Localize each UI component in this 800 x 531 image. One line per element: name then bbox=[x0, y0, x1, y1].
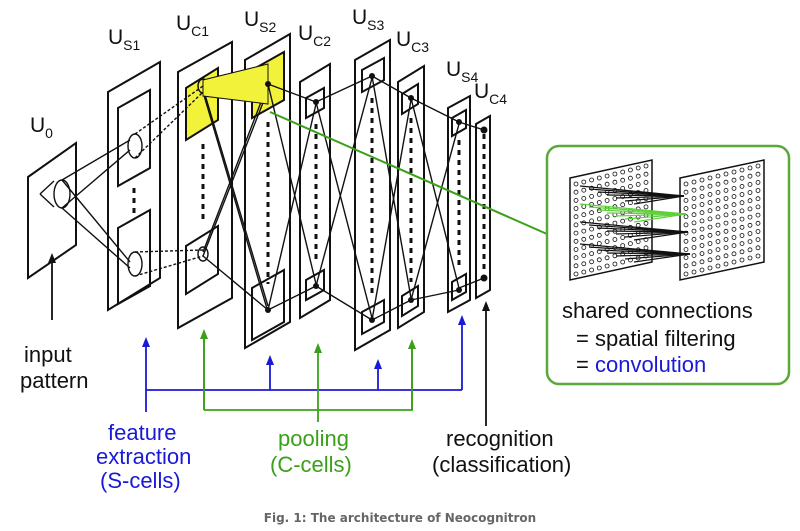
layer-label-uc1-sub: C1 bbox=[191, 23, 209, 39]
svg-text:US2: US2 bbox=[244, 8, 277, 35]
layer-label-us3-sub: S3 bbox=[367, 17, 384, 33]
svg-text:U0: U0 bbox=[30, 114, 53, 141]
layer-label-uc2-sub: C2 bbox=[313, 33, 331, 49]
svg-text:US3: US3 bbox=[352, 6, 385, 33]
feature-label-line-3: (S-cells) bbox=[100, 468, 181, 493]
input-label-line-1: input bbox=[24, 342, 72, 367]
layer-labels: U0 US1 UC1 US2 UC2 US3 UC3 US4 UC4 bbox=[30, 6, 507, 141]
inset-grid-dots bbox=[573, 163, 761, 277]
plane-u0 bbox=[27, 141, 77, 280]
inset-line-2: = spatial filtering bbox=[576, 326, 736, 351]
unit-dots bbox=[265, 73, 488, 323]
bottom-labels: input pattern feature extraction (S-cell… bbox=[20, 342, 571, 493]
layer-label-us2-sub: S2 bbox=[259, 19, 276, 35]
svg-text:UC1: UC1 bbox=[176, 12, 209, 39]
layer-label-us1-sub: S1 bbox=[123, 37, 140, 53]
inset-line-1: shared connections bbox=[562, 298, 753, 323]
plane-separators bbox=[132, 98, 486, 296]
recognition-label-line-1: recognition bbox=[446, 426, 554, 451]
svg-text:US4: US4 bbox=[446, 58, 479, 85]
layer-label-uc3-sub: C3 bbox=[411, 39, 429, 55]
arrows bbox=[48, 253, 490, 426]
layer-label-us4-sub: S4 bbox=[461, 69, 478, 85]
layer-label-us3-main: U bbox=[352, 6, 367, 29]
svg-text:US1: US1 bbox=[108, 26, 141, 53]
svg-text:UC3: UC3 bbox=[396, 28, 429, 55]
layer-label-uc1-main: U bbox=[176, 12, 191, 35]
layer-label-u0-sub: 0 bbox=[45, 125, 53, 141]
layer-label-uc4-sub: C4 bbox=[489, 91, 507, 107]
layer-label-us2-main: U bbox=[244, 8, 259, 31]
layer-label-uc2-main: U bbox=[298, 22, 313, 45]
shared-field-highlight bbox=[202, 63, 269, 105]
layer-label-us1-main: U bbox=[108, 26, 123, 49]
svg-text:UC2: UC2 bbox=[298, 22, 331, 49]
pooling-label-line-2: (C-cells) bbox=[270, 452, 352, 477]
layer-label-uc4-main: U bbox=[474, 80, 489, 103]
layer-label-us4-main: U bbox=[446, 58, 461, 81]
feature-label-line-1: feature bbox=[108, 420, 177, 445]
recognition-label-line-2: (classification) bbox=[432, 452, 571, 477]
shared-connections-inset: shared connections = spatial filtering =… bbox=[545, 144, 791, 386]
layer-label-u0-main: U bbox=[30, 114, 45, 137]
inset-filter-lines bbox=[579, 185, 691, 263]
svg-text:UC4: UC4 bbox=[474, 80, 507, 107]
inset-line-3-highlight: convolution bbox=[595, 352, 706, 377]
inset-line-3-prefix: = bbox=[576, 352, 595, 377]
pooling-label-line-1: pooling bbox=[278, 426, 349, 451]
input-label-line-2: pattern bbox=[20, 368, 89, 393]
inset-pointer-line bbox=[269, 111, 548, 235]
feature-label-line-2: extraction bbox=[96, 444, 191, 469]
figure-caption: Fig. 1: The architecture of Neocognitron bbox=[264, 511, 536, 525]
svg-text:= convolution: = convolution bbox=[576, 352, 706, 377]
plane-us1 bbox=[107, 60, 161, 312]
layer-label-uc3-main: U bbox=[396, 28, 411, 51]
